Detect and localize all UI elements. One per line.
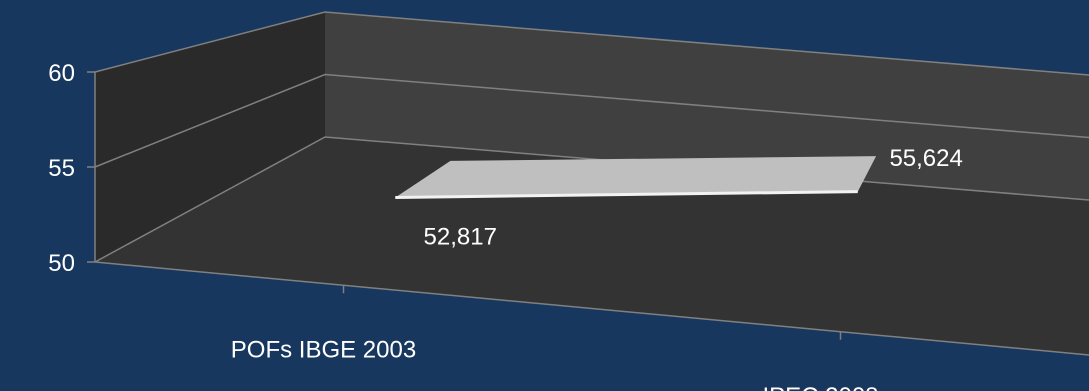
data-label: 52,817 <box>424 223 497 250</box>
y-axis-ticks: 50 55 60 <box>48 60 95 277</box>
x-category-label: IPEC 2008 <box>762 383 878 391</box>
series <box>395 156 876 197</box>
y-tick-label: 55 <box>48 155 75 182</box>
y-tick-label: 60 <box>48 60 75 87</box>
x-category-label: POFs IBGE 2003 <box>231 336 416 363</box>
data-label: 55,624 <box>889 145 962 172</box>
y-tick-label: 50 <box>48 250 75 277</box>
